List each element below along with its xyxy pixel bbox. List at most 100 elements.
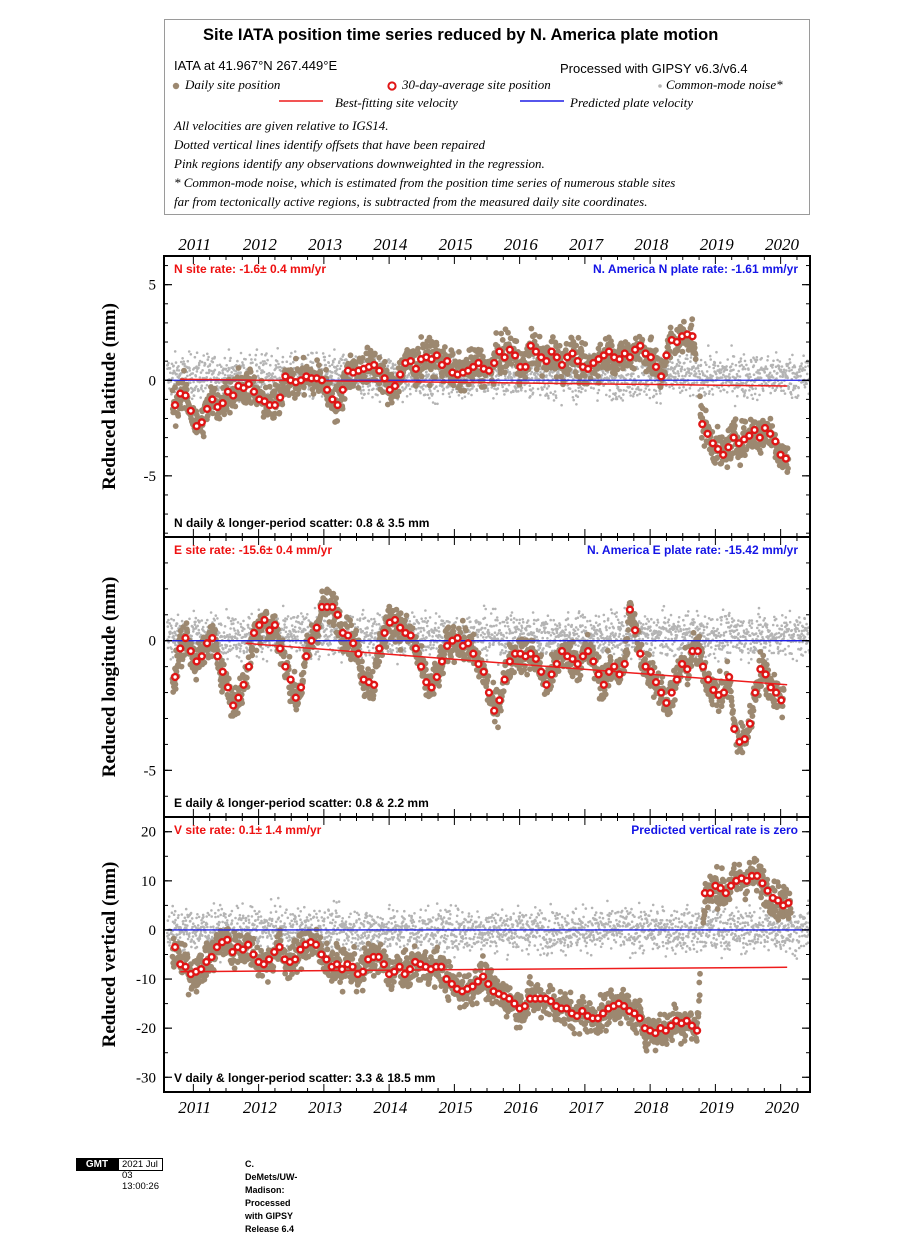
daily-point <box>576 335 582 341</box>
common-mode-point <box>545 374 548 377</box>
common-mode-point <box>560 404 563 407</box>
common-mode-point <box>765 365 768 368</box>
common-mode-point <box>229 359 232 362</box>
common-mode-point <box>259 362 262 365</box>
common-mode-point <box>442 393 445 396</box>
daily-point <box>389 400 395 406</box>
common-mode-point <box>218 381 221 384</box>
common-mode-point <box>201 384 204 387</box>
common-mode-point <box>232 647 235 650</box>
daily-point <box>316 362 322 368</box>
common-mode-point <box>401 386 404 389</box>
common-mode-point <box>718 386 721 389</box>
daily-point <box>615 367 621 373</box>
average-point-center <box>352 371 355 374</box>
common-mode-point <box>769 372 772 375</box>
common-mode-point <box>693 381 696 384</box>
common-mode-point <box>255 655 258 658</box>
common-mode-point <box>428 397 431 400</box>
common-mode-point <box>251 361 254 364</box>
common-mode-point <box>700 364 703 367</box>
common-mode-point <box>733 355 736 358</box>
common-mode-point <box>441 385 444 388</box>
common-mode-point <box>645 387 648 390</box>
daily-point <box>212 386 218 392</box>
common-mode-point <box>188 367 191 370</box>
common-mode-point <box>625 390 628 393</box>
common-mode-point <box>781 365 784 368</box>
daily-point <box>595 373 601 379</box>
daily-point <box>372 351 378 357</box>
common-mode-point <box>789 361 792 364</box>
common-mode-point <box>791 354 794 357</box>
average-point-center <box>482 367 485 370</box>
daily-point <box>482 384 488 390</box>
common-mode-point <box>239 371 242 374</box>
common-mode-point <box>616 398 619 401</box>
common-mode-point <box>705 364 708 367</box>
common-mode-point <box>194 356 197 359</box>
common-mode-point <box>170 618 173 621</box>
common-mode-point <box>372 388 375 391</box>
common-mode-point <box>697 367 700 370</box>
common-mode-point <box>697 364 700 367</box>
common-mode-point <box>677 370 680 373</box>
average-point-center <box>446 359 449 362</box>
average-point-center <box>540 356 543 359</box>
common-mode-point <box>314 607 317 610</box>
common-mode-point <box>541 388 544 391</box>
common-mode-point <box>549 391 552 394</box>
common-mode-point <box>501 383 504 386</box>
common-mode-point <box>200 388 203 391</box>
common-mode-point <box>631 388 634 391</box>
common-mode-point <box>261 353 264 356</box>
common-mode-point <box>329 365 332 368</box>
common-mode-point <box>467 392 470 395</box>
common-mode-point <box>189 381 192 384</box>
average-point-center <box>221 402 224 405</box>
common-mode-point <box>740 357 743 360</box>
common-mode-point <box>315 351 318 354</box>
daily-point <box>342 396 348 402</box>
common-mode-point <box>683 362 686 365</box>
common-mode-point <box>266 359 269 362</box>
common-mode-point <box>679 355 682 358</box>
common-mode-point <box>686 354 689 357</box>
common-mode-point <box>282 629 285 632</box>
average-point-center <box>607 350 610 353</box>
common-mode-point <box>240 352 243 355</box>
common-mode-point <box>784 392 787 395</box>
daily-point <box>769 423 775 429</box>
common-mode-point <box>553 399 556 402</box>
average-point-center <box>691 335 694 338</box>
daily-point <box>382 359 388 365</box>
common-mode-point <box>688 368 691 371</box>
common-mode-point <box>659 392 662 395</box>
common-mode-point <box>760 357 763 360</box>
common-mode-point <box>331 363 334 366</box>
common-mode-point <box>612 398 615 401</box>
common-mode-point <box>221 635 224 638</box>
common-mode-point <box>655 390 658 393</box>
common-mode-point <box>171 651 174 654</box>
average-point-center <box>299 379 302 382</box>
common-mode-point <box>743 394 746 397</box>
average-point-center <box>675 340 678 343</box>
common-mode-point <box>293 616 296 619</box>
common-mode-point <box>623 389 626 392</box>
common-mode-point <box>167 641 170 644</box>
common-mode-point <box>254 358 257 361</box>
common-mode-point <box>504 377 507 380</box>
daily-point <box>267 384 273 390</box>
common-mode-point <box>173 619 176 622</box>
daily-point <box>505 330 511 336</box>
common-mode-point <box>776 359 779 362</box>
common-mode-point <box>530 389 533 392</box>
common-mode-point <box>766 359 769 362</box>
common-mode-point <box>340 365 343 368</box>
common-mode-point <box>622 393 625 396</box>
common-mode-point <box>732 369 735 372</box>
common-mode-point <box>188 618 191 621</box>
common-mode-point <box>598 389 601 392</box>
common-mode-point <box>470 394 473 397</box>
